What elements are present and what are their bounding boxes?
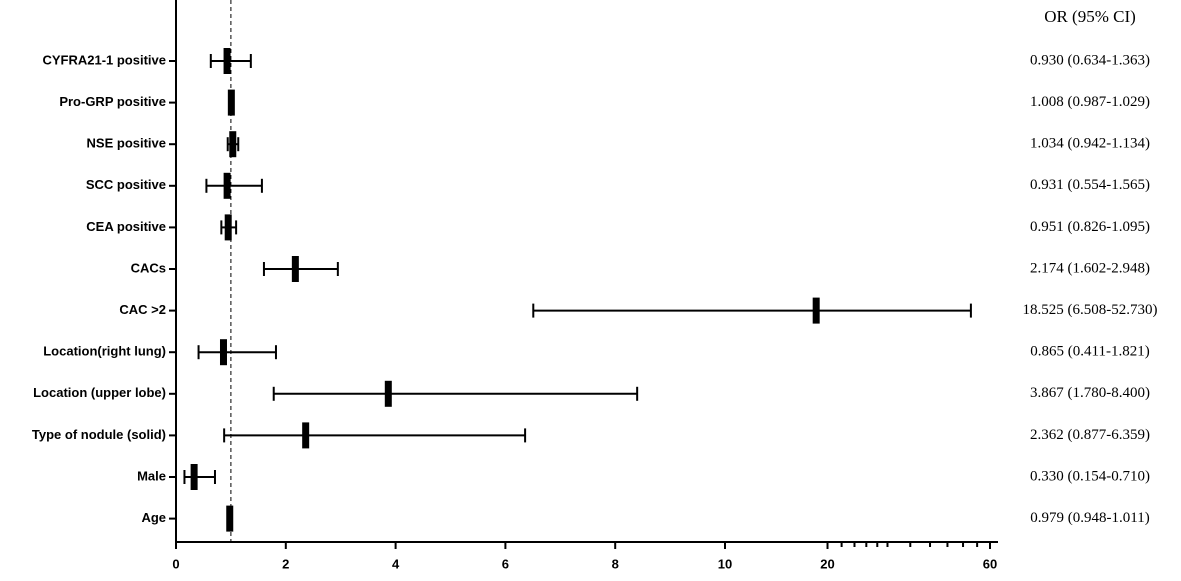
ci-label: 0.931 (0.554-1.565) — [1030, 177, 1150, 193]
x-tick-label: 10 — [718, 556, 732, 571]
point-estimate — [291, 256, 299, 282]
ci-label: 0.930 (0.634-1.363) — [1030, 52, 1150, 68]
y-tick-label: NSE positive — [87, 136, 166, 151]
y-tick-label: CAC >2 — [119, 302, 166, 317]
ci-label: 0.951 (0.826-1.095) — [1030, 219, 1150, 235]
ci-label: 1.008 (0.987-1.029) — [1030, 94, 1150, 110]
column-header: OR (95% CI) — [1044, 7, 1136, 26]
y-tick-label: CACs — [131, 260, 166, 275]
x-tick-label: 0 — [172, 556, 179, 571]
y-tick-label: Type of nodule (solid) — [32, 427, 166, 442]
point-estimate — [227, 89, 235, 116]
point-estimate — [190, 464, 198, 490]
y-tick-label: SCC positive — [86, 177, 166, 192]
x-tick-label: 60 — [983, 556, 997, 571]
x-tick-label: 8 — [612, 556, 619, 571]
point-estimate — [226, 505, 234, 532]
y-tick-label: Male — [137, 468, 166, 483]
ci-label: 2.362 (0.877-6.359) — [1030, 427, 1150, 443]
ci-label: 18.525 (6.508-52.730) — [1023, 302, 1158, 318]
ci-label: 2.174 (1.602-2.948) — [1030, 260, 1150, 276]
y-tick-label: Location (upper lobe) — [33, 385, 166, 400]
ci-label: 3.867 (1.780-8.400) — [1030, 385, 1150, 401]
point-estimate — [812, 297, 820, 324]
point-estimate — [223, 172, 231, 199]
x-tick-label: 20 — [820, 556, 834, 571]
point-estimate — [302, 422, 310, 449]
point-estimate — [384, 380, 392, 407]
y-tick-label: Age — [141, 510, 166, 525]
y-tick-label: CYFRA21-1 positive — [42, 52, 166, 67]
ci-label: 1.034 (0.942-1.134) — [1030, 136, 1150, 152]
ci-label: 0.865 (0.411-1.821) — [1030, 344, 1149, 360]
ci-label: 0.330 (0.154-0.710) — [1030, 468, 1150, 484]
ci-label: 0.979 (0.948-1.011) — [1030, 510, 1149, 526]
x-tick-label: 4 — [392, 556, 400, 571]
point-estimate — [229, 131, 237, 158]
x-tick-label: 2 — [282, 556, 289, 571]
point-estimate — [224, 214, 232, 241]
y-tick-label: Pro-GRP positive — [59, 94, 166, 109]
y-tick-label: CEA positive — [86, 219, 166, 234]
point-estimate — [223, 48, 231, 74]
y-tick-label: Location(right lung) — [43, 344, 166, 359]
point-estimate — [219, 339, 227, 366]
x-tick-label: 6 — [502, 556, 509, 571]
